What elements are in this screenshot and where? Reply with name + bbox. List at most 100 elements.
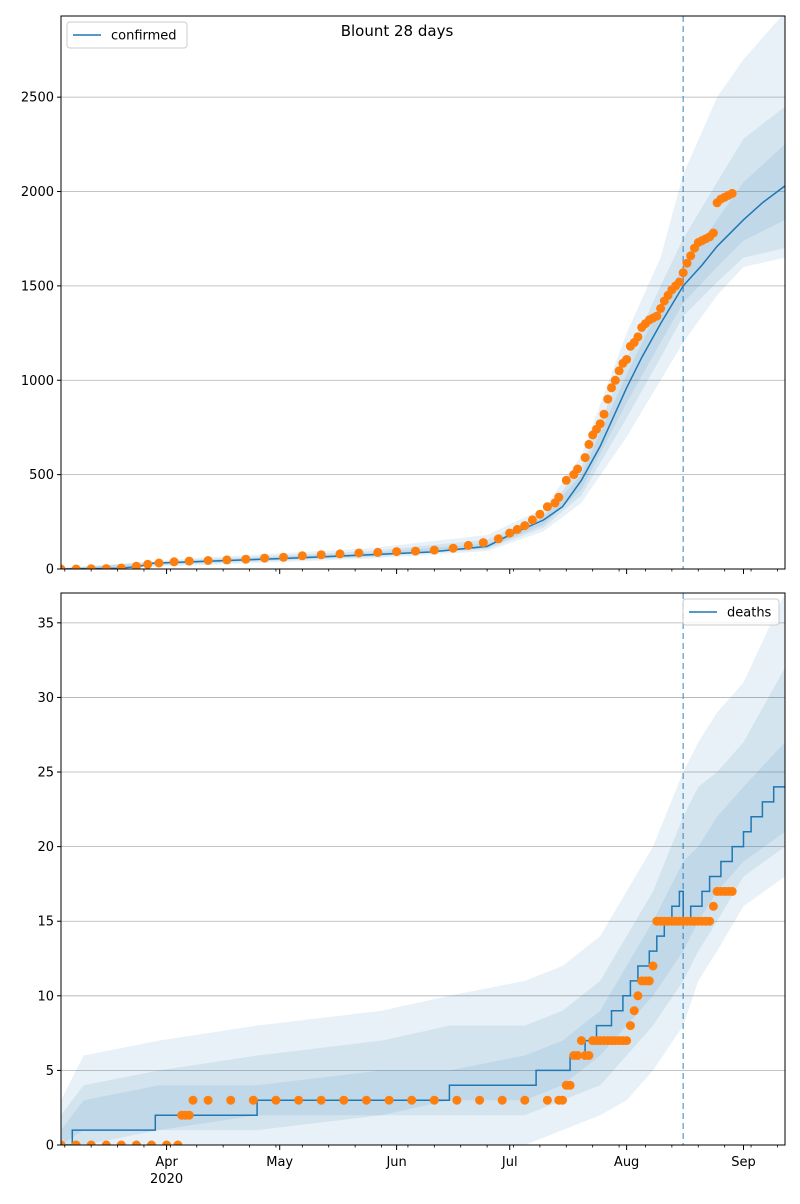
data-point	[203, 1095, 213, 1105]
confidence-band	[61, 106, 785, 569]
data-point	[622, 355, 632, 364]
data-point	[682, 258, 692, 268]
observed-points	[61, 188, 737, 569]
y-tick-label: 10	[37, 989, 54, 1004]
data-point	[535, 509, 545, 519]
data-point	[678, 268, 688, 278]
x-tick-label: Sep	[731, 1155, 756, 1170]
data-point	[184, 1110, 194, 1120]
data-point	[520, 1095, 530, 1105]
data-point	[686, 251, 696, 261]
data-point	[652, 311, 662, 321]
data-point	[116, 563, 126, 569]
data-point	[463, 540, 473, 550]
data-point	[561, 475, 571, 485]
data-point	[339, 1095, 349, 1105]
axes-frame	[60, 592, 786, 1146]
confidence-band	[61, 16, 785, 569]
data-point	[101, 564, 111, 569]
data-point	[452, 1095, 462, 1105]
data-point	[584, 1051, 594, 1060]
data-point	[188, 1095, 198, 1105]
data-point	[656, 304, 666, 313]
data-point	[71, 564, 81, 569]
data-point	[708, 228, 718, 238]
data-point	[708, 901, 718, 911]
y-tick-label: 20	[37, 840, 54, 855]
data-point	[478, 538, 488, 548]
data-point	[162, 1140, 172, 1145]
data-point	[610, 375, 620, 385]
plot-panel: 0 5 10 15 20 25 30 35 Apr 2020 May Jun Jul Aug Sep deat…	[37, 592, 786, 1187]
legend-label: confirmed	[111, 29, 177, 44]
data-point	[648, 961, 658, 971]
data-point	[629, 1006, 639, 1016]
y-tick-label: 25	[37, 766, 54, 781]
y-tick-label: 0	[46, 563, 54, 578]
uncertainty-bands	[61, 593, 785, 1145]
y-tick-label: 0	[46, 1139, 54, 1154]
data-point	[203, 556, 213, 565]
legend: deaths	[682, 598, 780, 626]
data-point	[576, 1036, 586, 1046]
data-point	[542, 1095, 552, 1105]
data-point	[131, 561, 141, 569]
data-point	[411, 546, 420, 556]
data-point	[147, 1140, 156, 1145]
data-point	[580, 453, 590, 463]
legend-label: deaths	[727, 606, 772, 621]
data-point	[116, 1140, 126, 1145]
data-point	[727, 188, 737, 198]
data-point	[633, 332, 643, 342]
data-point	[705, 916, 715, 926]
y-tick-label: 35	[37, 616, 54, 631]
uncertainty-bands	[61, 16, 785, 569]
data-point	[448, 543, 458, 553]
data-point	[584, 439, 594, 449]
data-point	[184, 556, 194, 566]
y-tick-label: 2000	[21, 185, 54, 200]
x-tick-label: Jun	[385, 1155, 406, 1170]
data-point	[131, 1140, 141, 1145]
x-tick-label: May	[266, 1155, 293, 1170]
legend-box	[66, 21, 188, 49]
x-tick-label: Apr	[155, 1155, 178, 1170]
data-point	[633, 991, 643, 1001]
median-line	[61, 185, 785, 569]
x-tick-label: Jul	[501, 1155, 518, 1170]
data-point	[169, 557, 179, 567]
y-tick-label: 1500	[21, 279, 54, 294]
confidence-band	[61, 593, 785, 1145]
data-point	[61, 564, 66, 569]
data-point	[622, 1036, 632, 1046]
data-point	[297, 551, 307, 561]
plot-panel: 0 500 1000 1500 2000 2500 confirmed	[21, 15, 786, 578]
data-point	[143, 559, 153, 569]
data-point	[674, 277, 684, 287]
x-tick-label: Aug	[614, 1155, 639, 1170]
legend-box	[682, 598, 780, 626]
y-tick-label: 1000	[21, 374, 54, 389]
data-point	[429, 545, 439, 555]
data-point	[226, 1095, 236, 1105]
legend: confirmed	[66, 21, 188, 49]
data-point	[625, 1021, 635, 1031]
data-point	[316, 550, 326, 560]
axes-frame	[60, 15, 786, 570]
data-point	[527, 515, 537, 525]
observed-points	[61, 886, 737, 1145]
data-point	[61, 1140, 66, 1145]
data-point	[335, 549, 345, 559]
data-point	[497, 1095, 507, 1105]
x-tick-sublabel: 2020	[150, 1172, 183, 1187]
data-point	[573, 464, 583, 474]
data-point	[271, 1095, 281, 1105]
data-point	[493, 534, 503, 544]
data-point	[407, 1095, 417, 1105]
data-point	[727, 886, 737, 896]
data-point	[373, 547, 383, 557]
data-point	[71, 1140, 81, 1145]
data-point	[607, 383, 616, 393]
